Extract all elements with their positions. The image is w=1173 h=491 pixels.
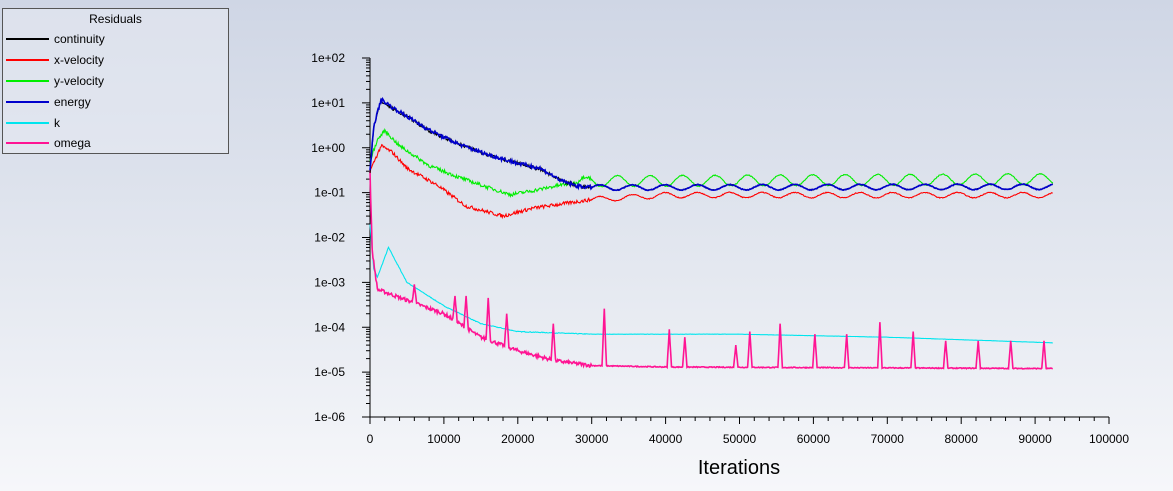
legend-swatch [6,38,49,41]
x-tick-label: 10000 [427,432,461,446]
legend-item-x-velocity: x-velocity [3,50,228,71]
legend-swatch [6,100,49,103]
x-tick-label: 70000 [871,432,905,446]
legend-swatch [6,59,49,62]
legend-swatch [6,121,49,124]
x-tick-label: 100000 [1089,432,1129,446]
y-tick-label: 1e+00 [311,141,345,155]
x-tick-label: 50000 [723,432,757,446]
y-tick-label: 1e-06 [314,410,345,424]
y-tick-label: 1e+01 [311,96,345,110]
x-tick-label: 60000 [797,432,831,446]
legend-item-continuity: continuity [3,29,228,50]
y-tick-label: 1e-03 [314,275,345,289]
legend-label: k [54,115,60,130]
y-tick-label: 1e-04 [314,320,345,334]
legend-item-omega: omega [3,133,228,154]
y-tick-label: 1e-02 [314,231,345,245]
legend-swatch [6,79,49,82]
x-tick-label: 90000 [1018,432,1052,446]
series-line-x-velocity [369,143,1053,220]
legend-swatch [6,142,49,145]
series-line-energy [369,96,1053,192]
legend-title: Residuals [89,12,142,26]
legend: Residuals continuity x-velocity y-velocity… [2,8,229,154]
legend-label: continuity [54,32,105,47]
legend-label: omega [54,136,91,151]
y-tick-label: 1e-05 [314,365,345,379]
x-tick-label: 30000 [575,432,609,446]
series-line-omega [369,170,1053,371]
legend-label: energy [54,94,91,109]
series-line-k [369,224,1053,344]
x-tick-label: 0 [367,432,374,446]
legend-label: x-velocity [54,53,105,68]
legend-item-y-velocity: y-velocity [3,71,228,92]
x-tick-label: 80000 [945,432,979,446]
y-tick-label: 1e-01 [314,186,345,200]
legend-item-k: k [3,112,228,133]
x-tick-label: 20000 [501,432,535,446]
legend-label: y-velocity [54,73,105,88]
x-tick-label: 40000 [649,432,683,446]
x-axis-label: Iterations [698,457,780,479]
legend-item-energy: energy [3,91,228,112]
series-line-y-velocity [369,127,1054,198]
y-tick-label: 1e+02 [311,51,345,65]
